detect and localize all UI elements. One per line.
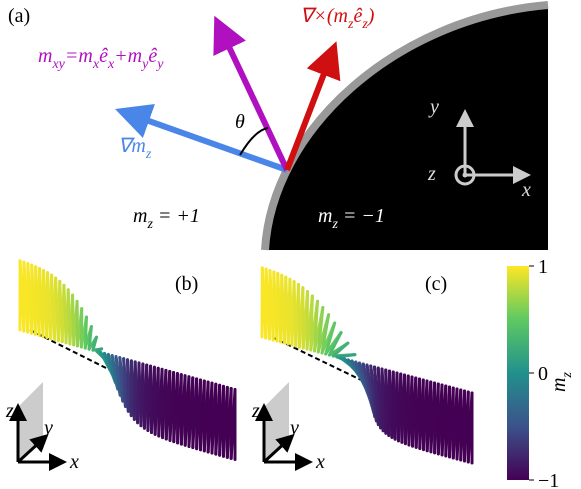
axis-label: x xyxy=(315,451,325,473)
domain xyxy=(265,5,548,250)
text-part: ∇m xyxy=(118,135,146,157)
subscript: y xyxy=(155,57,164,72)
subscript: z xyxy=(145,147,152,162)
label: mxy=mxêx+myêy xyxy=(38,45,164,72)
text-part: = +1 xyxy=(153,205,200,227)
axis-label: z xyxy=(427,163,436,185)
text-part: ) xyxy=(367,5,375,27)
text-part: +m xyxy=(114,45,142,67)
panel-label: (a) xyxy=(8,5,30,27)
subscript: x xyxy=(107,57,115,72)
text-part: m xyxy=(38,45,52,67)
subscript: z xyxy=(331,217,338,232)
text-part: =m xyxy=(65,45,93,67)
label: ∇×(mzêz) xyxy=(300,5,375,32)
label: mz = +1 xyxy=(133,205,200,232)
axis-label: z xyxy=(251,400,260,422)
angle-arc xyxy=(239,127,269,156)
spin xyxy=(331,341,350,358)
axis-label: y xyxy=(288,417,299,439)
text-part: ∇×(m xyxy=(300,5,348,27)
subscript: z xyxy=(146,217,153,232)
tick-label: 0 xyxy=(538,363,548,385)
mxy-arrow xyxy=(213,15,290,172)
spin xyxy=(91,335,98,352)
text-part: = −1 xyxy=(338,205,385,227)
colorbar xyxy=(507,266,529,480)
axis-arrow xyxy=(16,433,49,464)
axis-label: x xyxy=(69,451,79,473)
theta: θ xyxy=(235,111,245,133)
grad-arrow xyxy=(115,104,289,173)
axis-label: y xyxy=(42,417,53,439)
text-part: m xyxy=(318,205,332,227)
subscript: x xyxy=(92,57,100,72)
text-part: ê xyxy=(99,45,108,67)
subscript: z xyxy=(361,17,368,32)
axis-label: y xyxy=(428,96,439,118)
axis-out xyxy=(454,164,476,186)
panel-label: (b) xyxy=(175,273,198,295)
text-part: ê xyxy=(148,45,157,67)
label: mz xyxy=(548,372,575,392)
baseline xyxy=(29,329,150,391)
tick-label: 1 xyxy=(538,256,548,278)
axis-arrow xyxy=(262,433,295,464)
curl-arrow xyxy=(284,41,341,172)
axis-out xyxy=(462,172,468,178)
domain-wall xyxy=(261,1,549,251)
spin xyxy=(324,321,337,356)
panel-label: (c) xyxy=(425,273,447,295)
subscript: y xyxy=(140,57,149,72)
axis-label: x xyxy=(521,179,531,201)
label: ∇mz xyxy=(118,135,152,162)
subscript: xy xyxy=(51,57,65,72)
tick-label: −1 xyxy=(538,470,559,489)
subscript: z xyxy=(560,372,575,379)
spin xyxy=(328,331,343,357)
axis-label: z xyxy=(5,400,14,422)
spin xyxy=(87,325,93,351)
text-part: m xyxy=(133,205,147,227)
text-part: ê xyxy=(353,5,362,27)
label: mz = −1 xyxy=(318,205,385,232)
subscript: z xyxy=(347,17,354,32)
text-part: m xyxy=(548,378,570,392)
